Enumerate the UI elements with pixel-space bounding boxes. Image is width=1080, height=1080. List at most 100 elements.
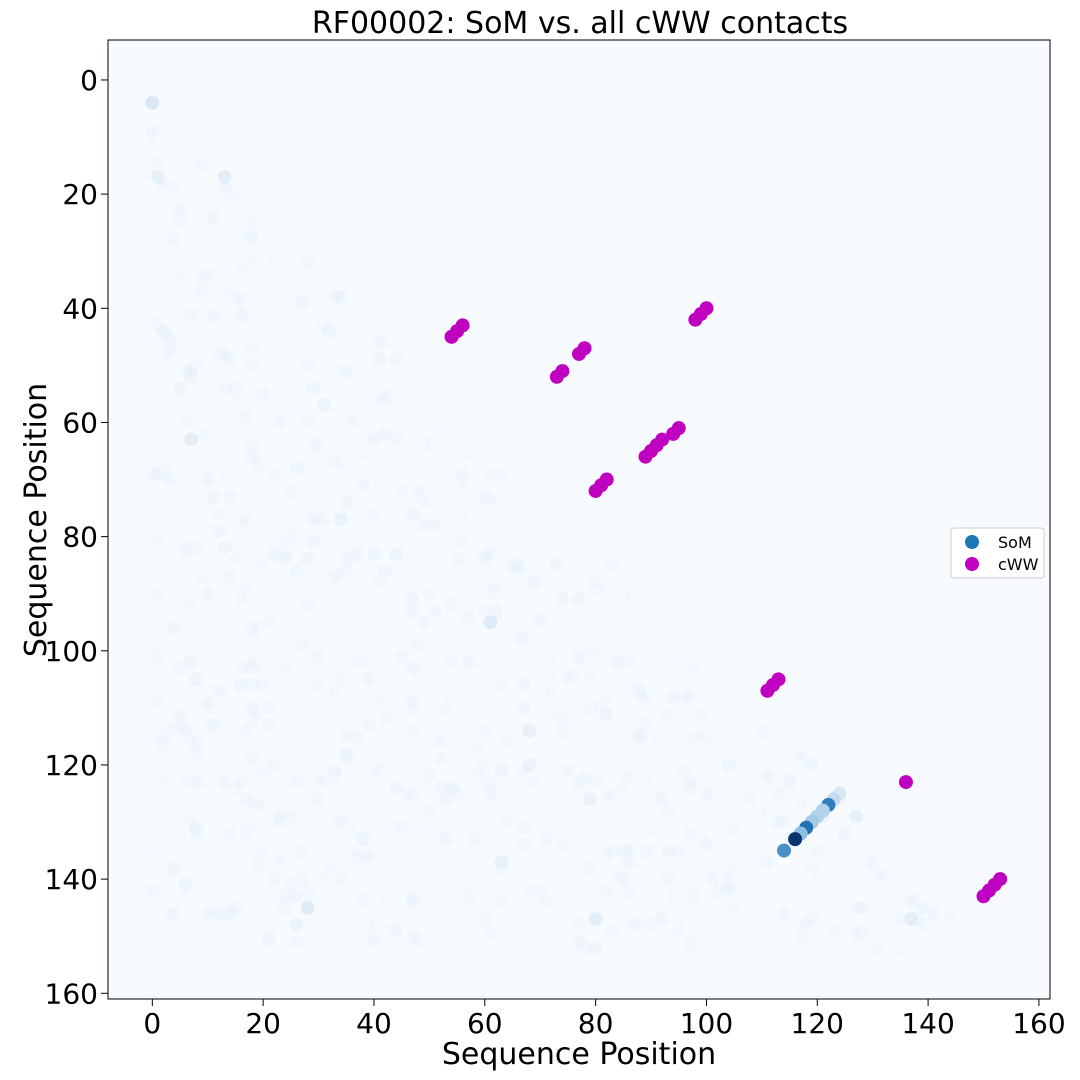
faint-contact-point xyxy=(361,369,376,384)
faint-contact-point xyxy=(178,364,193,379)
faint-contact-point xyxy=(311,512,326,527)
faint-contact-point xyxy=(849,900,864,915)
faint-contact-point xyxy=(511,472,526,487)
faint-contact-point xyxy=(511,632,526,647)
faint-contact-point xyxy=(461,655,476,670)
faint-contact-point xyxy=(339,752,354,767)
faint-contact-point xyxy=(572,706,586,721)
faint-contact-point xyxy=(422,803,437,818)
faint-contact-point xyxy=(173,832,188,847)
faint-contact-point xyxy=(189,512,204,527)
faint-contact-point xyxy=(278,523,293,538)
y-axis-label: Sequence Position xyxy=(19,383,54,657)
faint-contact-point xyxy=(411,483,426,498)
faint-contact-point xyxy=(317,775,332,790)
faint-contact-point xyxy=(267,757,282,772)
faint-contact-point xyxy=(267,872,282,887)
faint-contact-point xyxy=(644,820,659,835)
faint-contact-point xyxy=(333,289,348,304)
faint-contact-point xyxy=(173,706,188,721)
faint-contact-point xyxy=(849,929,864,944)
faint-contact-point xyxy=(178,775,193,790)
faint-contact-point xyxy=(455,483,470,498)
faint-contact-point xyxy=(339,746,354,761)
faint-contact-point xyxy=(161,472,176,487)
som-point xyxy=(483,615,498,630)
faint-contact-point xyxy=(289,563,304,578)
faint-contact-point xyxy=(294,529,309,544)
faint-contact-point xyxy=(250,855,265,869)
faint-contact-point xyxy=(184,678,199,693)
faint-contact-point xyxy=(333,815,348,830)
faint-contact-point xyxy=(228,923,243,938)
faint-contact-point xyxy=(339,563,354,578)
faint-contact-point xyxy=(272,855,287,869)
faint-contact-point xyxy=(599,581,614,595)
faint-contact-point xyxy=(416,518,431,533)
faint-contact-point xyxy=(594,700,609,715)
faint-contact-point xyxy=(782,775,797,790)
faint-contact-point xyxy=(937,923,952,938)
faint-contact-point xyxy=(184,364,199,379)
faint-contact-point xyxy=(278,552,293,567)
x-tick-label: 80 xyxy=(578,1007,614,1040)
faint-contact-point xyxy=(394,649,409,664)
faint-contact-point xyxy=(605,558,620,573)
faint-contact-point xyxy=(300,883,315,898)
faint-contact-point xyxy=(195,284,210,299)
faint-contact-point xyxy=(378,712,393,727)
faint-contact-point xyxy=(666,689,681,704)
faint-contact-point xyxy=(156,461,171,476)
faint-contact-point xyxy=(217,775,232,790)
faint-contact-point xyxy=(588,575,603,590)
faint-contact-point xyxy=(389,683,404,698)
faint-contact-point xyxy=(483,489,498,504)
faint-contact-point xyxy=(477,489,492,504)
faint-contact-point xyxy=(256,386,271,401)
x-axis: 0 20 40 60 80 100 120 140 160 xyxy=(143,999,1066,1040)
faint-contact-point xyxy=(217,346,232,361)
faint-contact-point xyxy=(616,872,631,887)
faint-contact-point xyxy=(677,689,692,704)
faint-contact-point xyxy=(300,358,315,373)
faint-contact-point xyxy=(245,438,260,453)
faint-contact-point xyxy=(161,346,176,361)
faint-contact-point xyxy=(699,837,714,852)
faint-contact-point xyxy=(405,929,420,944)
faint-contact-point xyxy=(461,889,476,904)
faint-contact-point xyxy=(721,757,736,772)
faint-contact-point xyxy=(184,369,199,384)
faint-contact-point xyxy=(671,843,686,858)
faint-contact-point xyxy=(389,352,404,367)
faint-contact-point xyxy=(361,718,376,732)
faint-contact-point xyxy=(239,581,254,595)
faint-contact-point xyxy=(610,866,625,881)
faint-contact-point xyxy=(389,706,404,721)
faint-contact-point xyxy=(245,358,260,373)
faint-contact-point xyxy=(200,586,215,601)
faint-contact-point xyxy=(245,712,260,727)
faint-contact-point xyxy=(444,780,459,795)
faint-contact-point xyxy=(511,563,526,578)
y-tick-label: 100 xyxy=(45,635,98,668)
faint-contact-point xyxy=(211,426,226,441)
y-tick-label: 40 xyxy=(62,292,98,325)
faint-contact-point xyxy=(483,466,498,481)
faint-contact-point xyxy=(588,535,603,550)
faint-contact-point xyxy=(461,643,476,658)
faint-contact-point xyxy=(621,883,636,898)
faint-contact-point xyxy=(583,672,598,687)
faint-contact-point xyxy=(250,620,265,635)
faint-contact-point xyxy=(610,655,625,670)
faint-contact-point xyxy=(150,444,165,458)
faint-contact-point xyxy=(837,826,852,841)
faint-contact-point xyxy=(261,934,276,949)
faint-contact-point xyxy=(616,586,631,601)
faint-contact-point xyxy=(422,586,437,601)
faint-contact-point xyxy=(206,501,221,516)
faint-contact-point xyxy=(328,569,343,584)
faint-contact-point xyxy=(677,655,692,670)
faint-contact-point xyxy=(245,341,260,356)
faint-contact-point xyxy=(300,478,315,493)
faint-contact-point xyxy=(893,940,908,955)
